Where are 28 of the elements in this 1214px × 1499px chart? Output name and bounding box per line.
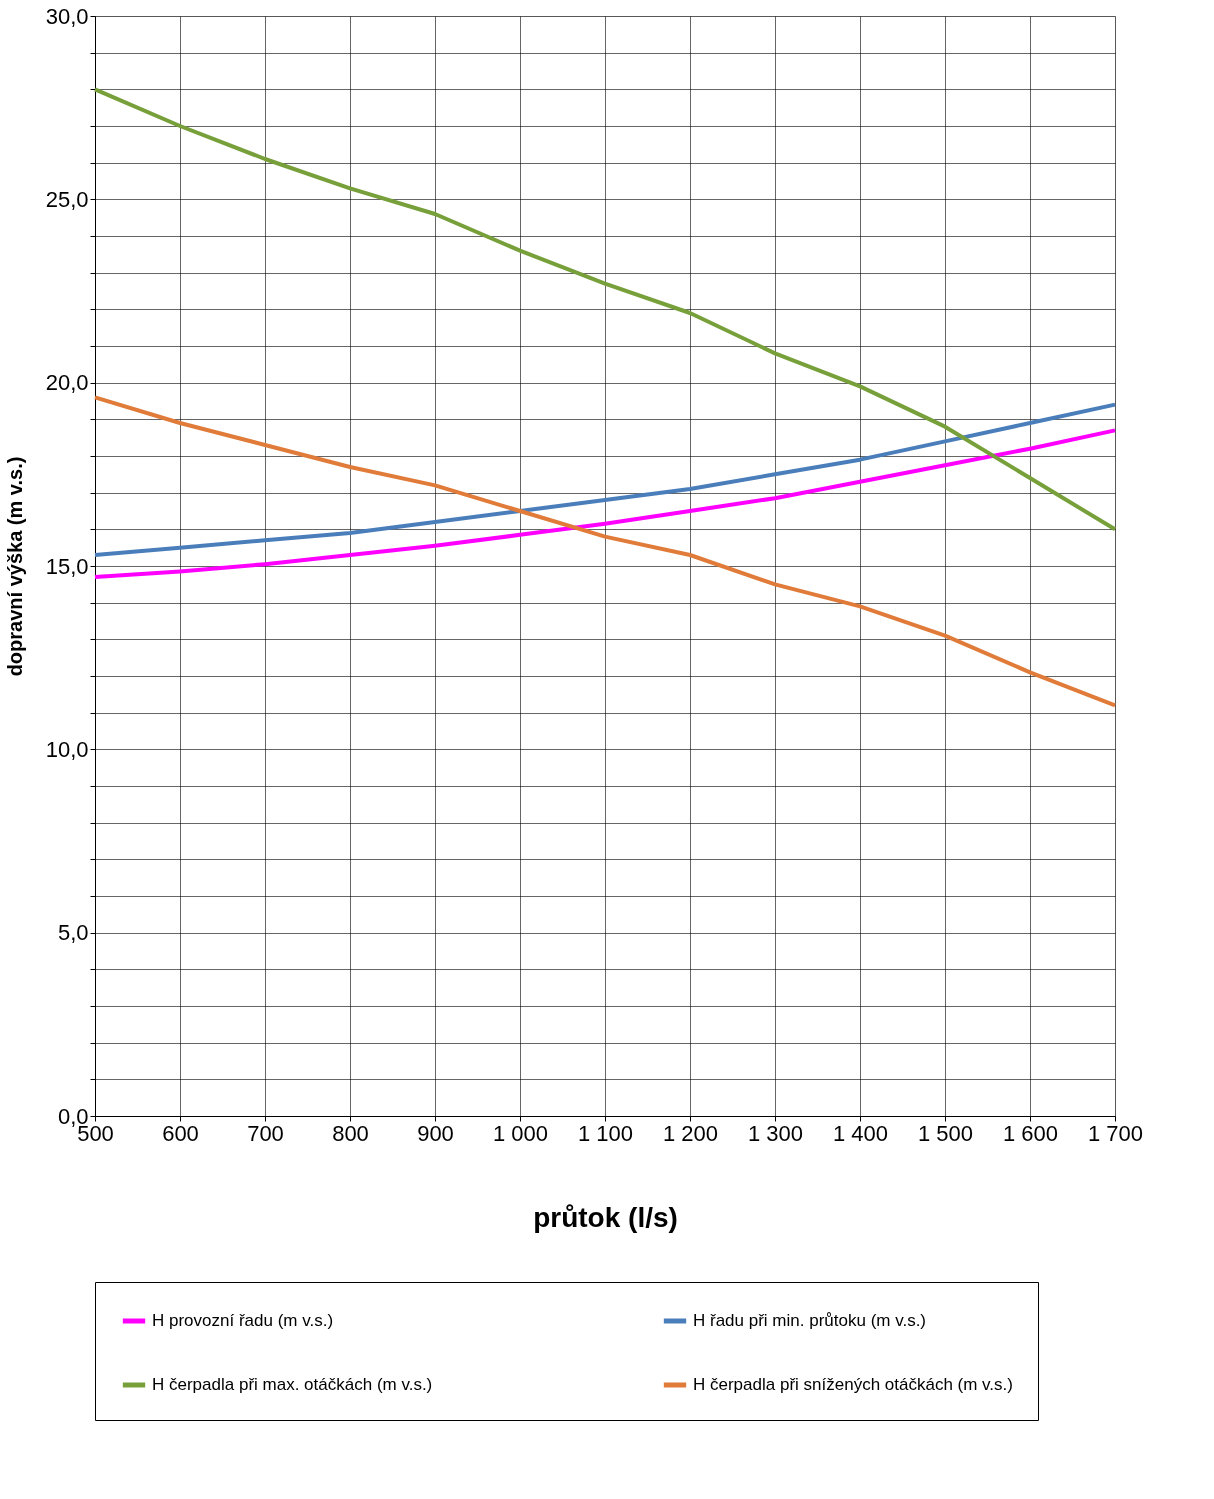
y-tick-label: 5,0 xyxy=(57,920,89,946)
line-series xyxy=(93,428,1117,579)
x-tick-label: 1 200 xyxy=(662,1120,719,1146)
x-tick-label: 1 100 xyxy=(577,1120,634,1146)
y-tick-label: 25,0 xyxy=(45,186,89,212)
legend-label: H provozní řadu (m v.s.) xyxy=(152,1311,334,1330)
x-tick-label: 1 400 xyxy=(832,1120,889,1146)
legend-label: H čerpadla při snížených otáčkách (m v.s.) xyxy=(693,1375,1013,1394)
y-tick-label: 30,0 xyxy=(45,3,89,29)
x-tick-label: 900 xyxy=(417,1120,454,1146)
x-tick-label: 1 500 xyxy=(917,1120,974,1146)
x-axis-title: průtok (l/s) xyxy=(533,1201,678,1233)
line-series xyxy=(93,87,1117,532)
x-tick-label: 1 600 xyxy=(1002,1120,1059,1146)
legend-label: H čerpadla při max. otáčkách (m v.s.) xyxy=(152,1375,433,1394)
x-tick-label: 800 xyxy=(332,1120,369,1146)
y-axis-title: dopravní výška (m v.s.) xyxy=(3,456,26,677)
x-tick-label: 600 xyxy=(162,1120,199,1146)
line-series xyxy=(93,402,1117,557)
x-tick-label: 1 300 xyxy=(747,1120,804,1146)
line-series xyxy=(93,395,1117,708)
y-tick-label: 10,0 xyxy=(45,736,89,762)
x-tick-label: 1 700 xyxy=(1087,1120,1144,1146)
x-tick-label: 1 000 xyxy=(492,1120,549,1146)
legend-label: H řadu při min. průtoku (m v.s.) xyxy=(693,1311,927,1330)
y-tick-label: 15,0 xyxy=(45,553,89,579)
y-tick-label: 20,0 xyxy=(45,370,89,396)
x-tick-label: 700 xyxy=(247,1120,284,1146)
